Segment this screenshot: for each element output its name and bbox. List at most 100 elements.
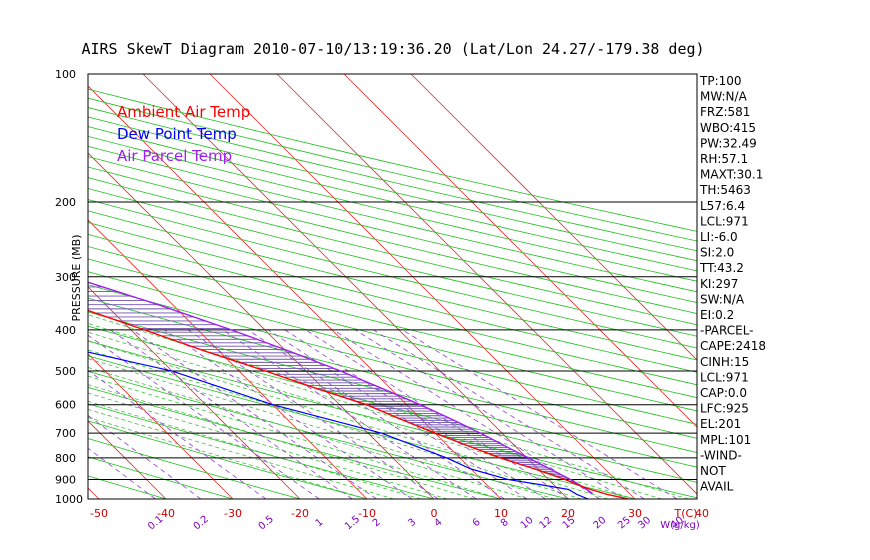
index-entry: SW:N/A [700, 292, 745, 306]
isotherm-line [343, 74, 697, 428]
series-line [88, 281, 594, 495]
dry-adiabat-line [88, 126, 697, 272]
pressure-tick-label: 800 [55, 452, 76, 465]
index-entry: AVAIL [700, 480, 734, 494]
isotherm-line [88, 353, 234, 499]
chart-title: AIRS SkewT Diagram 2010-07-10/13:19:36.2… [81, 40, 704, 58]
moist-adiabat-line [88, 409, 394, 499]
dry-adiabat-line [88, 188, 697, 337]
isotherm-line [209, 74, 636, 499]
moist-adiabat-line [88, 400, 421, 499]
bottom-temp-tick: -10 [358, 507, 376, 520]
mixing-ratio-line [284, 329, 546, 499]
mixing-ratio-line [355, 329, 625, 499]
y-axis-label: PRESSURE (MB) [70, 235, 83, 322]
mixing-ratio-line [164, 329, 413, 499]
isotherm-line [142, 74, 569, 499]
mixing-ratio-tick: 12 [537, 515, 554, 532]
mixing-ratio-tick: 10 [519, 515, 536, 532]
index-entry: MAXT:30.1 [700, 168, 763, 182]
dry-adiabat-line [88, 199, 697, 349]
moist-adiabat-line [88, 392, 448, 499]
dry-adiabat-line [88, 340, 697, 499]
index-entry: LCL:971 [700, 214, 749, 228]
moist-adiabat-line [88, 367, 528, 499]
pressure-tick-label: 900 [55, 474, 76, 487]
mixing-ratio-tick: 20 [592, 515, 609, 532]
pressure-tick-label: 1000 [55, 493, 83, 506]
bottom-temp-tick: -30 [224, 507, 242, 520]
series-line [88, 351, 589, 499]
dry-adiabat-line [88, 246, 697, 399]
mixing-ratio-line [88, 334, 320, 499]
index-entry: TP:100 [699, 74, 742, 88]
dry-adiabat-line [88, 166, 697, 314]
index-entry: MW:N/A [700, 90, 748, 104]
mixing-ratio-tick: 8 [499, 517, 511, 530]
dry-adiabat-line [88, 107, 697, 252]
dry-adiabat-line [88, 145, 697, 293]
index-entry: RH:57.1 [700, 152, 748, 166]
dry-adiabat-line [88, 438, 301, 499]
index-entry: LCL:971 [700, 370, 749, 384]
dry-adiabat-line [88, 403, 435, 499]
index-entry: FRZ:581 [700, 105, 750, 119]
mixing-ratio-axis-label: W(g/kg) [660, 520, 700, 531]
isotherm-line [276, 74, 697, 495]
mixing-ratio-tick: 3 [406, 517, 418, 530]
index-entry: L57:6.4 [700, 199, 745, 213]
bottom-temp-tick: 10 [494, 507, 508, 520]
mixing-ratio-line [267, 329, 528, 499]
bottom-temp-tick: 0 [431, 507, 438, 520]
dry-adiabat-line [88, 210, 697, 361]
index-entry: -WIND- [700, 448, 742, 462]
index-entry: KI:297 [700, 277, 738, 291]
dry-adiabat-line [88, 116, 697, 262]
pressure-tick-label: 600 [55, 399, 76, 412]
dry-adiabat-line [88, 456, 234, 499]
dry-adiabat-line [88, 258, 697, 412]
index-entry: CAP:0.0 [700, 386, 747, 400]
mixing-ratio-line [88, 414, 202, 499]
legend-entry: Ambient Air Temp [117, 103, 250, 121]
legend-entry: Dew Point Temp [117, 125, 237, 143]
pressure-tick-label: 300 [55, 271, 76, 284]
mixing-ratio-line [222, 329, 477, 499]
mixing-ratio-tick: 6 [471, 517, 483, 530]
index-entry: WBO:415 [700, 121, 756, 135]
bottom-temp-tick: -50 [90, 507, 108, 520]
index-entry: EI:0.2 [700, 308, 734, 322]
index-entry: -PARCEL- [700, 324, 754, 338]
bottom-temp-tick: 20 [561, 507, 575, 520]
legend-entry: Air Parcel Temp [117, 147, 232, 165]
isotherm-line [88, 487, 100, 499]
moist-adiabat-line [88, 358, 555, 499]
index-entry: LFC:925 [700, 402, 749, 416]
mixing-ratio-tick: 2 [371, 517, 383, 530]
mixing-ratio-line [88, 369, 267, 499]
dry-adiabat-line [88, 156, 697, 303]
bottom-temp-tick: -20 [291, 507, 309, 520]
isotherm-line [88, 219, 368, 499]
dry-adiabat-line [88, 135, 697, 282]
mixing-ratio-line [373, 329, 645, 499]
index-entry: CINH:15 [700, 355, 749, 369]
mixing-ratio-tick: 0.5 [257, 514, 276, 533]
isotherm-line [88, 286, 301, 499]
index-entry: MPL:101 [700, 433, 751, 447]
plot-frame [87, 73, 698, 500]
index-entry: LI:-6.0 [700, 230, 738, 244]
index-entry: CAPE:2418 [700, 339, 766, 353]
dry-adiabat-line [88, 284, 697, 439]
pressure-tick-label: 100 [55, 68, 76, 81]
bottom-temp-tick: 40 [695, 507, 709, 520]
mixing-ratio-tick: 0.2 [192, 514, 211, 533]
pressure-tick-label: 200 [55, 196, 76, 209]
bottom-temp-tick: 30 [628, 507, 642, 520]
mixing-ratio-line [333, 329, 600, 499]
dry-adiabat-line [88, 271, 697, 425]
index-entry: PW:32.49 [700, 136, 757, 150]
index-entry: NOT [700, 464, 726, 478]
pressure-tick-label: 400 [55, 324, 76, 337]
